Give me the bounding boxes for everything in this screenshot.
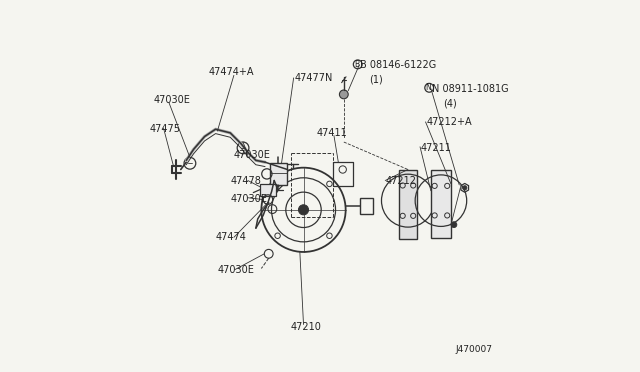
Text: J470007: J470007 <box>456 344 493 353</box>
Text: 47474: 47474 <box>216 232 246 242</box>
Text: (1): (1) <box>369 75 383 85</box>
FancyBboxPatch shape <box>260 184 276 196</box>
Text: 47211: 47211 <box>420 142 452 153</box>
Circle shape <box>298 205 308 215</box>
Text: N 08911-1081G: N 08911-1081G <box>432 84 508 94</box>
Text: 47478: 47478 <box>230 176 261 186</box>
Text: B: B <box>355 60 360 69</box>
Circle shape <box>463 186 467 190</box>
Text: 47030E: 47030E <box>218 265 254 275</box>
Text: 47030E: 47030E <box>234 150 271 160</box>
Text: 47477N: 47477N <box>294 73 333 83</box>
FancyBboxPatch shape <box>431 170 451 238</box>
Text: 47475: 47475 <box>150 124 180 134</box>
FancyBboxPatch shape <box>399 170 417 239</box>
Circle shape <box>451 222 457 228</box>
Text: 47210: 47210 <box>291 322 321 332</box>
FancyBboxPatch shape <box>270 163 287 185</box>
Text: 47030E: 47030E <box>230 194 267 204</box>
Text: 47212+A: 47212+A <box>426 117 472 127</box>
Text: B 08146-6122G: B 08146-6122G <box>360 60 436 70</box>
Text: 47411: 47411 <box>316 128 347 138</box>
Circle shape <box>339 90 348 99</box>
Text: 47030E: 47030E <box>153 95 190 105</box>
Text: 47474+A: 47474+A <box>208 67 253 77</box>
Text: (4): (4) <box>444 99 457 109</box>
Text: 47212: 47212 <box>386 176 417 186</box>
Text: N: N <box>425 83 431 92</box>
